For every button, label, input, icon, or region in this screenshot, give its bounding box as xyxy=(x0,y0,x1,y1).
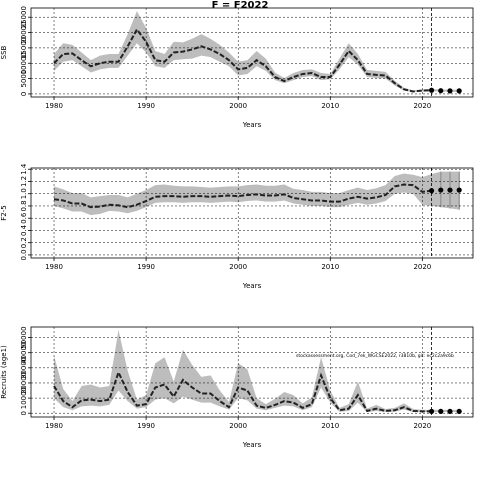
median-line xyxy=(53,369,432,413)
panel-2: 1980 1990 2000 2010 20200.00.20.40.60.81.01.… xyxy=(0,163,474,290)
y-tick-label: 1.2 xyxy=(20,176,28,187)
y-tick-label: 10000 xyxy=(20,387,28,409)
y-tick-label: 25000 xyxy=(20,6,28,28)
plot-frame xyxy=(30,7,474,98)
median-line xyxy=(53,27,432,93)
x-tick-label: 2010 xyxy=(321,263,339,271)
x-tick-label: 1980 xyxy=(45,263,63,271)
y-tick-label: 0.6 xyxy=(20,212,28,224)
y-tick-label: 0.4 xyxy=(20,224,28,236)
y-tick-label: 0 xyxy=(20,411,28,415)
confidence-band xyxy=(54,330,460,413)
projection-point xyxy=(456,88,462,94)
projection-point xyxy=(456,187,462,193)
x-tick-label: 2020 xyxy=(413,422,431,430)
y-tick-label: 1.4 xyxy=(20,163,28,175)
y-tick-label: 0 xyxy=(20,92,28,96)
y-axis-label: F2-5 xyxy=(0,205,8,220)
x-tick-label: 2000 xyxy=(229,422,247,430)
x-tick-label: 1990 xyxy=(137,422,155,430)
y-tick-label: 5000 xyxy=(20,70,28,88)
y-tick-label: 15000 xyxy=(20,37,28,59)
x-tick-label: 2020 xyxy=(413,263,431,271)
panel-1: 1980 1990 2000 2010 2020 0 5000100001500020000… xyxy=(0,6,474,129)
x-tick-label: 2000 xyxy=(229,102,247,110)
panel-3: 1980 1990 2000 2010 2020 0 1000020000300004000… xyxy=(0,326,474,449)
y-tick-label: 0.2 xyxy=(20,237,28,248)
x-tick-label: 2000 xyxy=(229,263,247,271)
x-tick-label: 2020 xyxy=(413,102,431,110)
projection-point xyxy=(447,187,453,193)
confidence-band xyxy=(54,11,460,93)
y-tick-label: 50000 xyxy=(20,326,28,348)
x-tick-label: 2010 xyxy=(321,422,339,430)
y-tick-label: 30000 xyxy=(20,357,28,379)
x-axis-label: Years xyxy=(242,282,262,290)
x-axis-label: Years xyxy=(242,441,262,449)
projection-point xyxy=(438,187,444,193)
y-tick-label: 0.8 xyxy=(20,200,28,211)
x-tick-label: 1980 xyxy=(45,102,63,110)
y-axis-label: Recruits (age1) xyxy=(0,345,8,399)
x-tick-label: 1980 xyxy=(45,422,63,430)
plot-frame xyxy=(30,167,474,259)
y-tick-label: 20000 xyxy=(20,21,28,43)
projection-point xyxy=(428,408,435,415)
x-tick-label: 2010 xyxy=(321,102,339,110)
plot-frame xyxy=(30,326,474,418)
median-line xyxy=(53,183,432,209)
chart-title: F = F2022 xyxy=(212,0,269,11)
y-tick-label: 1.0 xyxy=(20,188,28,199)
projection-point xyxy=(447,88,453,94)
y-tick-label: 0.0 xyxy=(20,249,28,260)
x-axis-label: Years xyxy=(242,121,262,129)
y-tick-label: 20000 xyxy=(20,372,28,394)
x-tick-label: 1990 xyxy=(137,102,155,110)
projection-point xyxy=(456,408,462,415)
chart-annotation: stockassessment.org, Cod_7ek_WGCSE2022, … xyxy=(296,353,454,359)
projection-point xyxy=(428,188,435,194)
x-tick-label: 1990 xyxy=(137,263,155,271)
y-axis-label: SSB xyxy=(0,45,8,59)
y-tick-label: 10000 xyxy=(20,52,28,74)
projection-point xyxy=(447,408,453,415)
projection-point xyxy=(438,88,444,94)
projection-point xyxy=(428,87,435,93)
projection-point xyxy=(438,408,444,415)
y-tick-label: 40000 xyxy=(20,342,28,364)
